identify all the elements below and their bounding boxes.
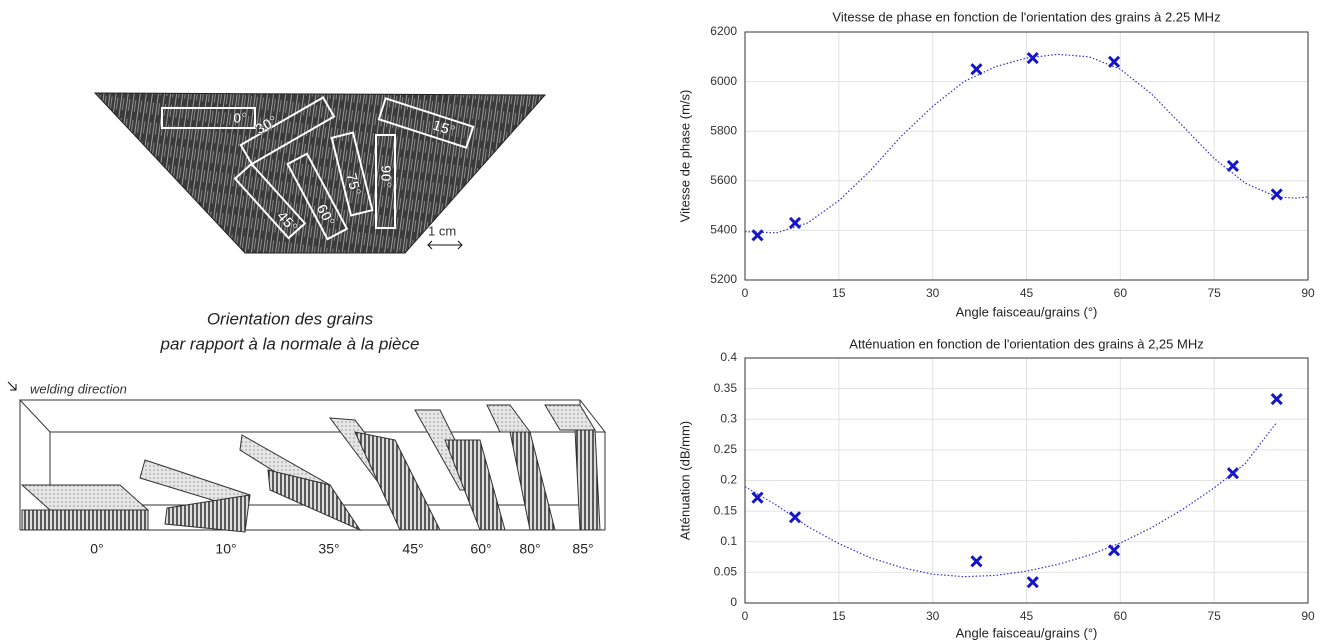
fit-curve xyxy=(744,421,1278,578)
y-tick-label: 0.35 xyxy=(714,381,738,395)
data-point xyxy=(1226,159,1239,172)
data-point xyxy=(788,216,802,230)
x-tick-label: 15 xyxy=(832,286,846,300)
y-tick-label: 0.25 xyxy=(714,442,738,456)
diagram-label: 80° xyxy=(519,541,540,557)
data-point xyxy=(1270,188,1283,201)
diagram-label: 60° xyxy=(470,541,491,557)
caption: par rapport à la normale à la pièce xyxy=(160,334,420,353)
data-point xyxy=(1270,392,1283,406)
x-tick-label: 60 xyxy=(1114,609,1128,623)
x-tick-label: 90 xyxy=(1301,609,1315,623)
x-tick-label: 90 xyxy=(1301,286,1315,300)
data-point xyxy=(751,491,764,504)
micrograph-label: 90° xyxy=(377,165,394,188)
y-tick-label: 5400 xyxy=(710,223,737,237)
x-tick-label: 30 xyxy=(926,286,940,300)
x-tick-label: 75 xyxy=(1207,286,1221,300)
x-tick-label: 30 xyxy=(926,609,940,623)
y-tick-label: 6200 xyxy=(710,24,737,38)
diagram-label: 85° xyxy=(572,541,593,557)
y-tick-label: 0.05 xyxy=(714,565,738,579)
fit-curve xyxy=(744,53,1309,234)
x-axis-label: Angle faisceau/grains (°) xyxy=(956,304,1098,319)
weld-diagram: welding direction xyxy=(7,381,607,533)
y-tick-label: 0 xyxy=(730,595,737,609)
data-point xyxy=(1108,544,1121,557)
y-tick-label: 5600 xyxy=(710,173,737,187)
caption: Orientation des grains xyxy=(207,309,374,328)
x-tick-label: 75 xyxy=(1207,609,1221,623)
micrograph-label: 0° xyxy=(233,110,247,127)
data-point xyxy=(970,555,983,568)
micrograph-label: 75° xyxy=(342,171,364,197)
x-tick-label: 45 xyxy=(1020,609,1034,623)
x-axis-label: Angle faisceau/grains (°) xyxy=(956,625,1098,640)
micrograph: 0° 30° 15° 45° 60° 75° 90° 1 cm xyxy=(93,92,547,254)
y-axis-label: Atténuation (dB/mm) xyxy=(677,421,692,540)
diagram-label: 10° xyxy=(215,541,236,557)
chart-title: Atténuation en fonction de l'orientation… xyxy=(849,336,1203,351)
data-point xyxy=(1108,55,1121,68)
x-tick-label: 60 xyxy=(1114,286,1128,300)
y-tick-label: 5200 xyxy=(710,272,737,286)
data-point xyxy=(1026,51,1039,65)
scale-label: 1 cm xyxy=(428,223,456,238)
data-point xyxy=(751,229,764,242)
y-axis-label: Vitesse de phase (m/s) xyxy=(677,90,692,223)
x-tick-label: 45 xyxy=(1020,286,1034,300)
y-tick-label: 0.3 xyxy=(720,411,737,425)
x-tick-label: 0 xyxy=(742,286,749,300)
data-point xyxy=(1026,576,1039,589)
y-tick-label: 5800 xyxy=(710,123,737,137)
x-tick-label: 15 xyxy=(832,609,846,623)
y-tick-label: 0.2 xyxy=(720,473,737,487)
data-point xyxy=(970,63,983,76)
diagram-label: 0° xyxy=(90,541,103,557)
diagram-caption: welding direction xyxy=(30,381,127,396)
y-tick-label: 0.1 xyxy=(720,534,737,548)
micrograph-label: 15° xyxy=(430,117,457,140)
x-tick-label: 0 xyxy=(742,609,749,623)
y-tick-label: 0.4 xyxy=(720,350,737,364)
diagram-label: 35° xyxy=(318,541,339,557)
y-tick-label: 6000 xyxy=(710,74,737,88)
axes-frame xyxy=(744,31,1309,281)
scale-arrow xyxy=(427,240,463,250)
diagram-label: 45° xyxy=(402,541,423,557)
chart-title: Vitesse de phase en fonction de l'orient… xyxy=(832,9,1220,24)
y-tick-label: 0.15 xyxy=(714,503,738,517)
axes-frame xyxy=(744,357,1309,604)
